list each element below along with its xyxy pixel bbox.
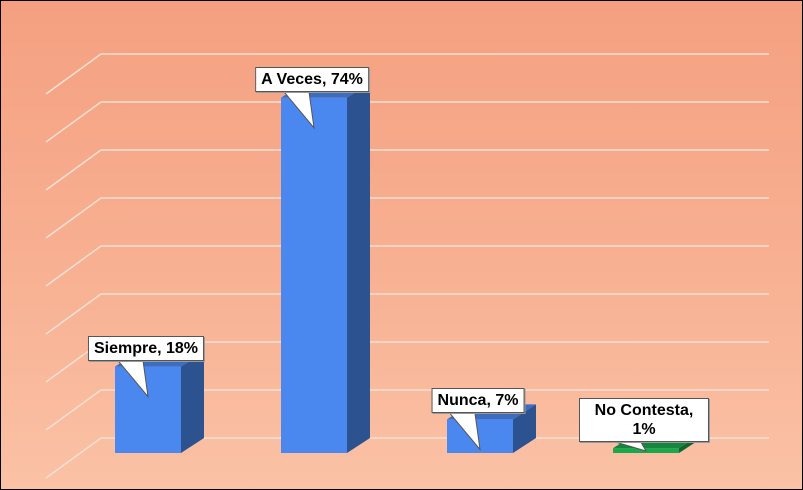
bar-side [347, 82, 370, 454]
grid-line [45, 101, 102, 143]
bar [281, 97, 347, 454]
label-pointer [615, 441, 648, 452]
label-pointer [116, 360, 149, 399]
data-label: Siempre, 18% [87, 335, 205, 361]
grid-line [45, 293, 102, 335]
bar-side [181, 351, 204, 453]
data-label: Nunca, 7% [431, 388, 525, 414]
grid-line [45, 437, 102, 479]
label-pointer [448, 412, 481, 452]
grid-line [45, 245, 102, 287]
data-label: A Veces, 74% [255, 66, 369, 92]
grid-line [45, 197, 102, 239]
grid-line [45, 149, 102, 191]
grid-line [45, 389, 102, 431]
bar [115, 366, 181, 453]
grid-line [45, 53, 102, 95]
label-pointer [282, 91, 315, 130]
data-label: No Contesta, 1% [579, 398, 709, 443]
bar-side [513, 404, 536, 453]
